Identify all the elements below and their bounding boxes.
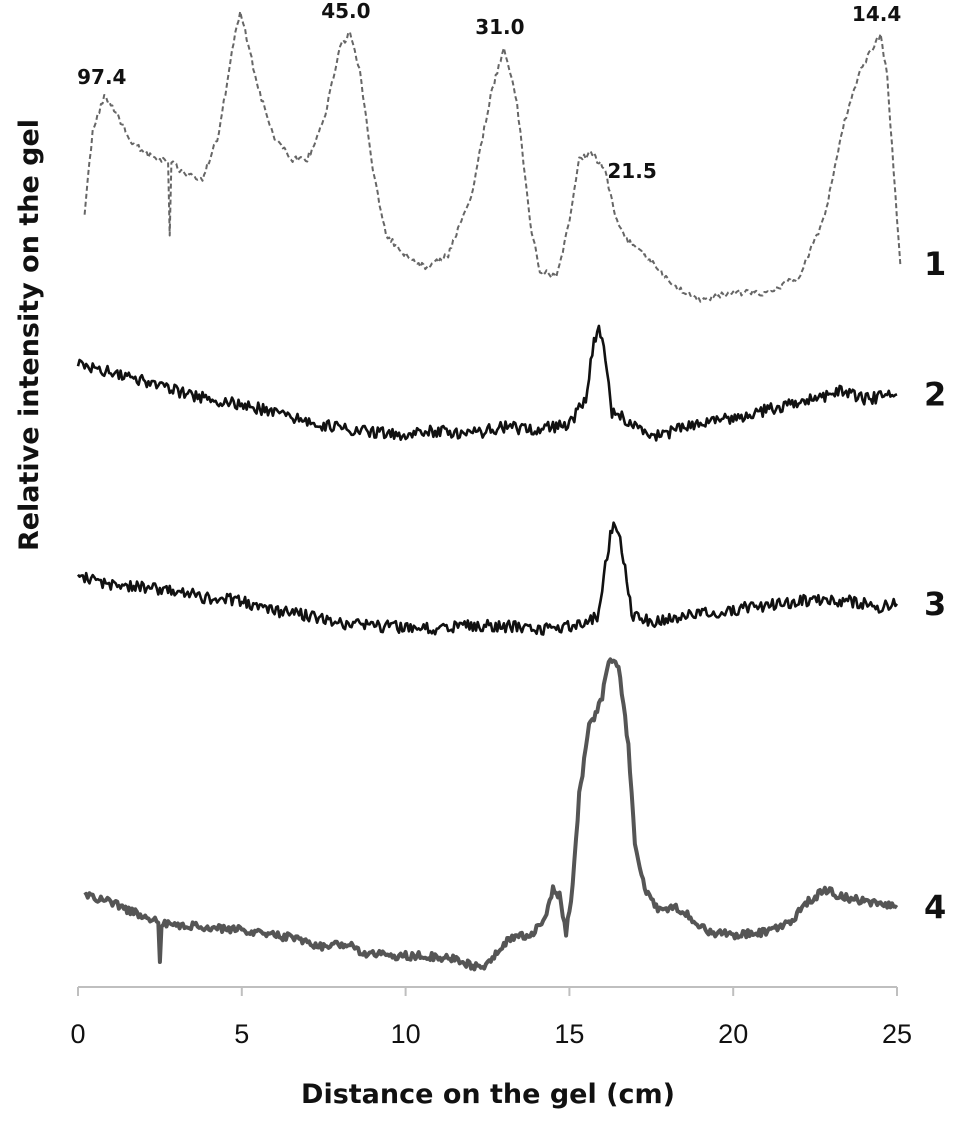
x-axis-ticks: 0 5 10 15 20 25 xyxy=(70,987,912,1049)
trace-3-label: 3 xyxy=(924,585,946,623)
peak-label-97-4: 97.4 xyxy=(77,65,126,89)
x-tick-label-25: 25 xyxy=(882,1019,912,1049)
trace-number-labels: 1 2 3 4 xyxy=(924,245,946,927)
peak-label-21-5: 21.5 xyxy=(607,159,656,183)
trace-2-label: 2 xyxy=(924,375,946,413)
x-tick-label-20: 20 xyxy=(718,1019,748,1049)
trace-lines xyxy=(76,10,902,972)
x-axis-title: Distance on the gel (cm) xyxy=(301,1079,675,1110)
trace-1-line xyxy=(83,10,902,303)
x-tick-label-15: 15 xyxy=(554,1019,584,1049)
trace-1-label: 1 xyxy=(924,245,946,283)
trace-3-line xyxy=(76,521,899,636)
x-tick-label-0: 0 xyxy=(70,1019,85,1049)
peak-labels: 97.4 66.2 45.0 31.0 21.5 14.4 xyxy=(77,0,901,183)
peak-label-45-0: 45.0 xyxy=(321,0,370,23)
y-axis-title: Relative intensity on the gel xyxy=(14,119,45,551)
peak-label-14-4: 14.4 xyxy=(852,2,901,26)
x-tick-label-10: 10 xyxy=(391,1019,421,1049)
x-tick-label-5: 5 xyxy=(234,1019,249,1049)
peak-label-66-2: 66.2 xyxy=(212,0,261,1)
peak-label-31-0: 31.0 xyxy=(475,15,524,39)
trace-2-line xyxy=(76,324,898,442)
trace-4-line xyxy=(83,657,899,972)
trace-4-label: 4 xyxy=(924,889,946,927)
